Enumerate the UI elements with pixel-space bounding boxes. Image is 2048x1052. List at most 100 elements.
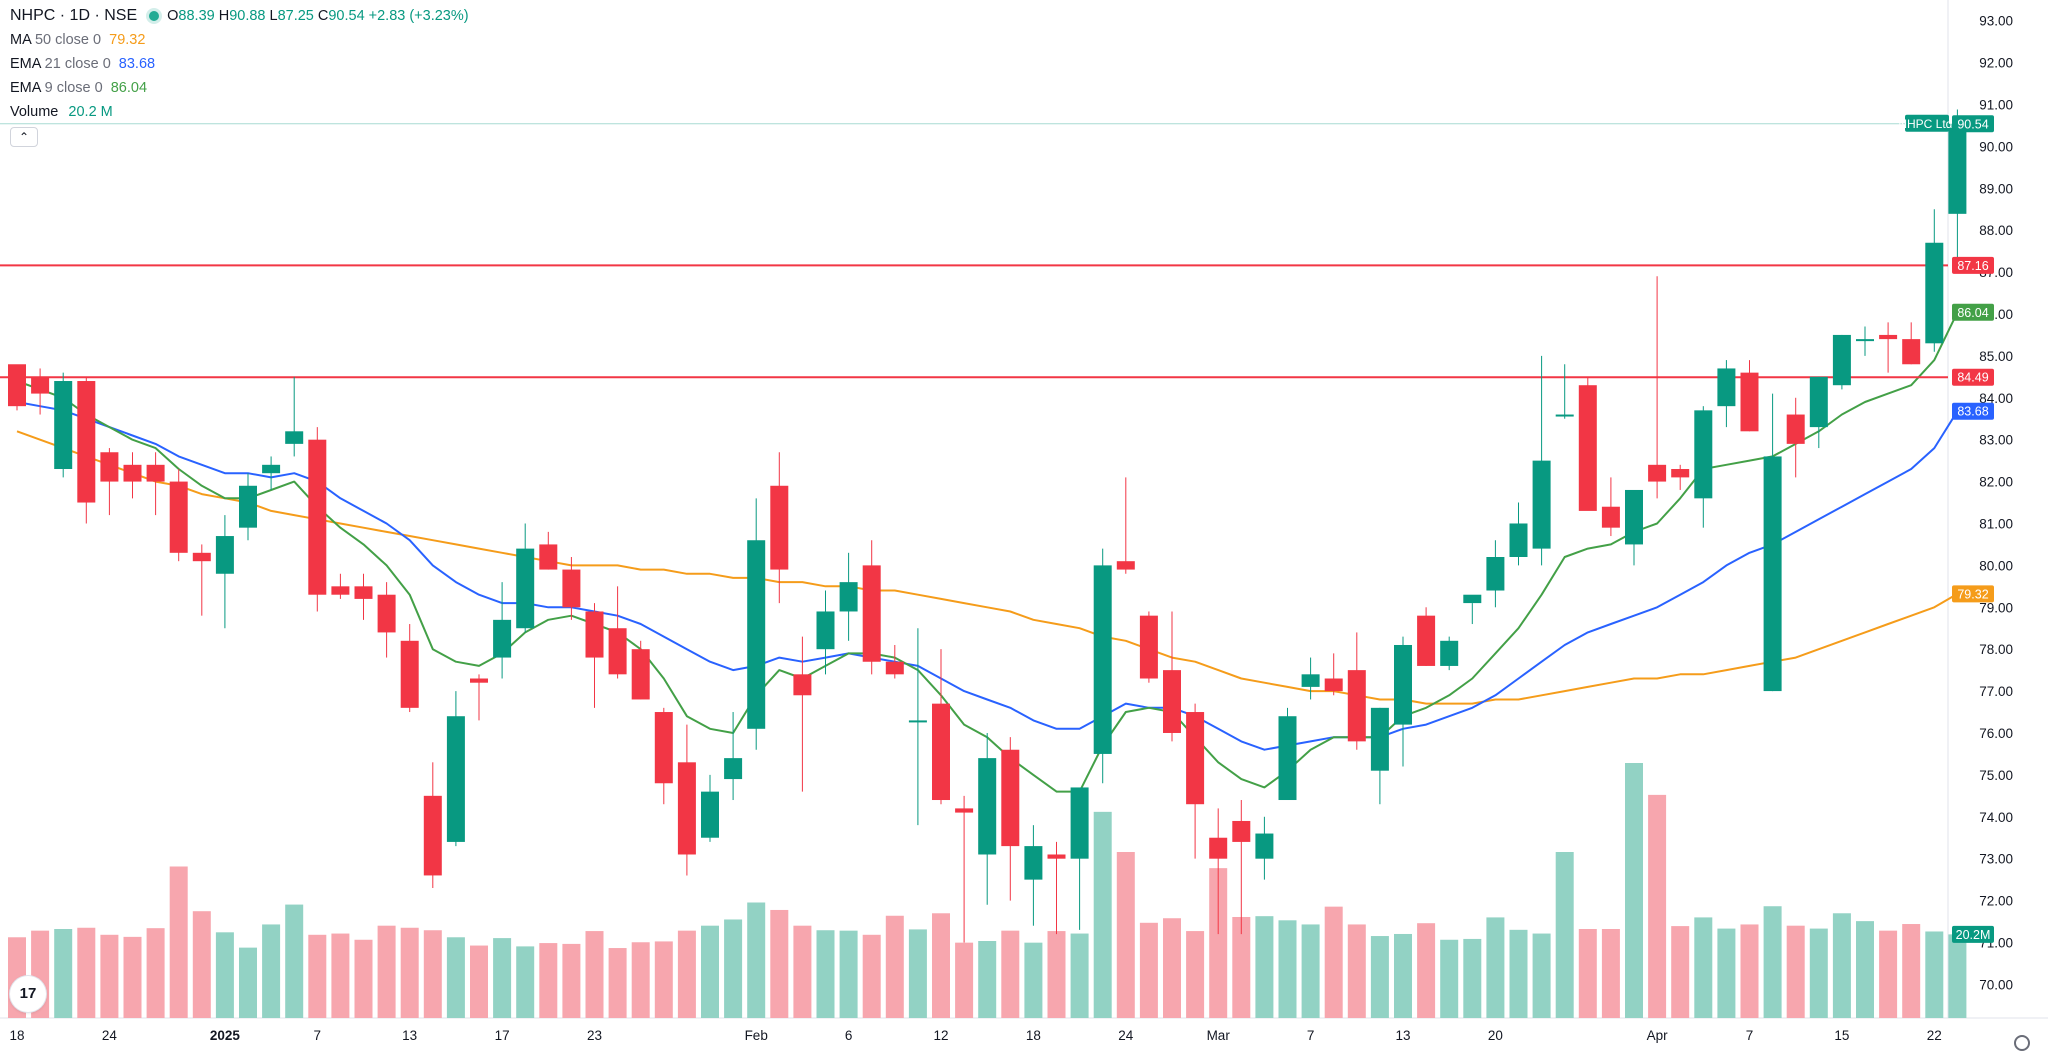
time-axis[interactable]: 18 24 2025 7 13 17 23 Feb 6 12 18 24 Mar 7 13 20 Apr 7 15 2… <box>9 1028 1941 1043</box>
indicator-volume[interactable]: Volume 20.2 M <box>10 100 473 124</box>
settings-gear-icon[interactable] <box>2014 1035 2030 1051</box>
indicator-value: 79.32 <box>109 32 146 48</box>
volume-bar <box>631 942 650 1018</box>
candles <box>8 109 1967 943</box>
volume-bar <box>1601 928 1620 1018</box>
candle-body <box>1578 385 1597 511</box>
volume-bar <box>1139 922 1158 1018</box>
candle-body <box>701 791 719 838</box>
indicator-params: 9 close 0 <box>44 80 103 96</box>
price-tick-label: 75.00 <box>1979 768 2013 783</box>
volume-bar <box>493 938 512 1018</box>
price-tick-label: 83.00 <box>1979 433 2013 448</box>
volume-bar <box>1648 794 1667 1018</box>
price-tick-label: 74.00 <box>1979 810 2013 825</box>
indicator-name: EMA <box>10 80 41 96</box>
price-axis[interactable]: 70.0071.0072.0073.0074.0075.0076.0077.00… <box>1979 14 2013 993</box>
candle-body <box>262 464 281 474</box>
time-tick-label: 12 <box>933 1028 948 1043</box>
volume-bar <box>1070 933 1089 1018</box>
volume-bar <box>377 925 396 1018</box>
tradingview-logo-icon[interactable]: 17 <box>10 976 46 1012</box>
collapse-legend-button[interactable]: ⌃ <box>10 127 38 147</box>
volume-bar <box>1463 938 1482 1018</box>
time-tick-label: 17 <box>495 1028 510 1043</box>
volume-bar <box>516 946 535 1018</box>
volume-bar <box>1486 917 1505 1018</box>
candle-body <box>1417 615 1436 666</box>
time-tick-label: 7 <box>314 1028 322 1043</box>
candle-body <box>215 536 234 574</box>
symbol-row[interactable]: NHPC · 1D · NSE O88.39 H90.88 L87.25 C90.54 +… <box>10 4 473 28</box>
volume-bar <box>724 919 743 1018</box>
price-tick-label: 73.00 <box>1979 852 2013 867</box>
time-tick-label: 22 <box>1927 1028 1942 1043</box>
candle-body <box>100 452 119 482</box>
indicator-ma50[interactable]: MA 50 close 0 79.32 <box>10 28 473 52</box>
volume-bar <box>169 866 188 1018</box>
candle-body <box>770 485 789 570</box>
volume-bar <box>908 929 927 1018</box>
symbol-tag-label: NHPC Ltd. <box>1898 117 1955 131</box>
volume-bar <box>400 927 419 1018</box>
moving-averages <box>16 311 1959 793</box>
candle-body <box>955 808 974 813</box>
price-labels: 87.16 84.49 86.04 83.68 79.32 NHPC Ltd. 90.54 2… <box>1898 114 1994 943</box>
indicator-price-label-bg <box>1952 585 1994 603</box>
candle-body <box>1856 339 1874 342</box>
candle-body <box>1879 334 1898 340</box>
candle-body <box>654 712 673 784</box>
indicator-ema21[interactable]: EMA 21 close 0 83.68 <box>10 52 473 76</box>
time-tick-label: 6 <box>845 1028 853 1043</box>
volume-bar <box>1740 924 1759 1018</box>
chevron-up-icon: ⌃ <box>18 130 30 144</box>
candle-body <box>1463 594 1482 604</box>
price-tick-label: 81.00 <box>1979 516 2013 531</box>
volume-bar <box>978 941 997 1018</box>
price-tick-label: 89.00 <box>1979 181 2013 196</box>
volume-bar <box>1324 906 1343 1018</box>
volume-bars <box>8 763 1967 1018</box>
volume-bar <box>446 937 465 1018</box>
ema21-line <box>16 401 1959 751</box>
candle-body <box>1509 523 1528 557</box>
volume-bar <box>1763 906 1782 1018</box>
indicator-price-label-bg <box>1952 402 1994 420</box>
volume-bar <box>1255 916 1274 1018</box>
candle-body <box>1717 368 1736 407</box>
candle-body <box>1809 376 1828 428</box>
candle-body <box>192 552 211 562</box>
symbol-title[interactable]: NHPC · 1D · NSE <box>10 7 138 24</box>
time-tick-label: Feb <box>745 1028 768 1043</box>
volume-bar <box>1925 931 1944 1018</box>
candle-body <box>516 548 535 629</box>
volume-bar <box>1832 913 1851 1018</box>
candle-body <box>1070 787 1089 859</box>
candle-body <box>1555 414 1574 417</box>
candle-body <box>1786 414 1805 444</box>
price-tick-label: 76.00 <box>1979 726 2013 741</box>
price-tick-label: 70.00 <box>1979 977 2013 992</box>
candle-body <box>285 431 304 444</box>
candle-body <box>1347 670 1366 742</box>
volume-bar <box>354 939 373 1018</box>
volume-bar <box>1786 925 1805 1018</box>
high-value: 90.88 <box>229 8 266 24</box>
volume-bar <box>608 948 627 1018</box>
candle-body <box>1370 707 1389 771</box>
volume-bar <box>955 942 974 1018</box>
time-tick-label: 13 <box>402 1028 417 1043</box>
candle-body <box>1925 242 1944 344</box>
price-tick-label: 90.00 <box>1979 139 2013 154</box>
indicator-ema9[interactable]: EMA 9 close 0 86.04 <box>10 76 473 100</box>
volume-bar <box>1694 917 1713 1018</box>
price-tick-label: 92.00 <box>1979 56 2013 71</box>
time-tick-label: 18 <box>1026 1028 1041 1043</box>
candle-body <box>423 795 442 876</box>
last-price-label: 90.54 <box>1957 117 1988 131</box>
volume-bar <box>1509 929 1528 1018</box>
horizontal-lines[interactable] <box>0 123 1948 379</box>
indicator-value: 20.2 M <box>68 104 113 120</box>
hline-price-label-bg <box>1952 256 1994 274</box>
